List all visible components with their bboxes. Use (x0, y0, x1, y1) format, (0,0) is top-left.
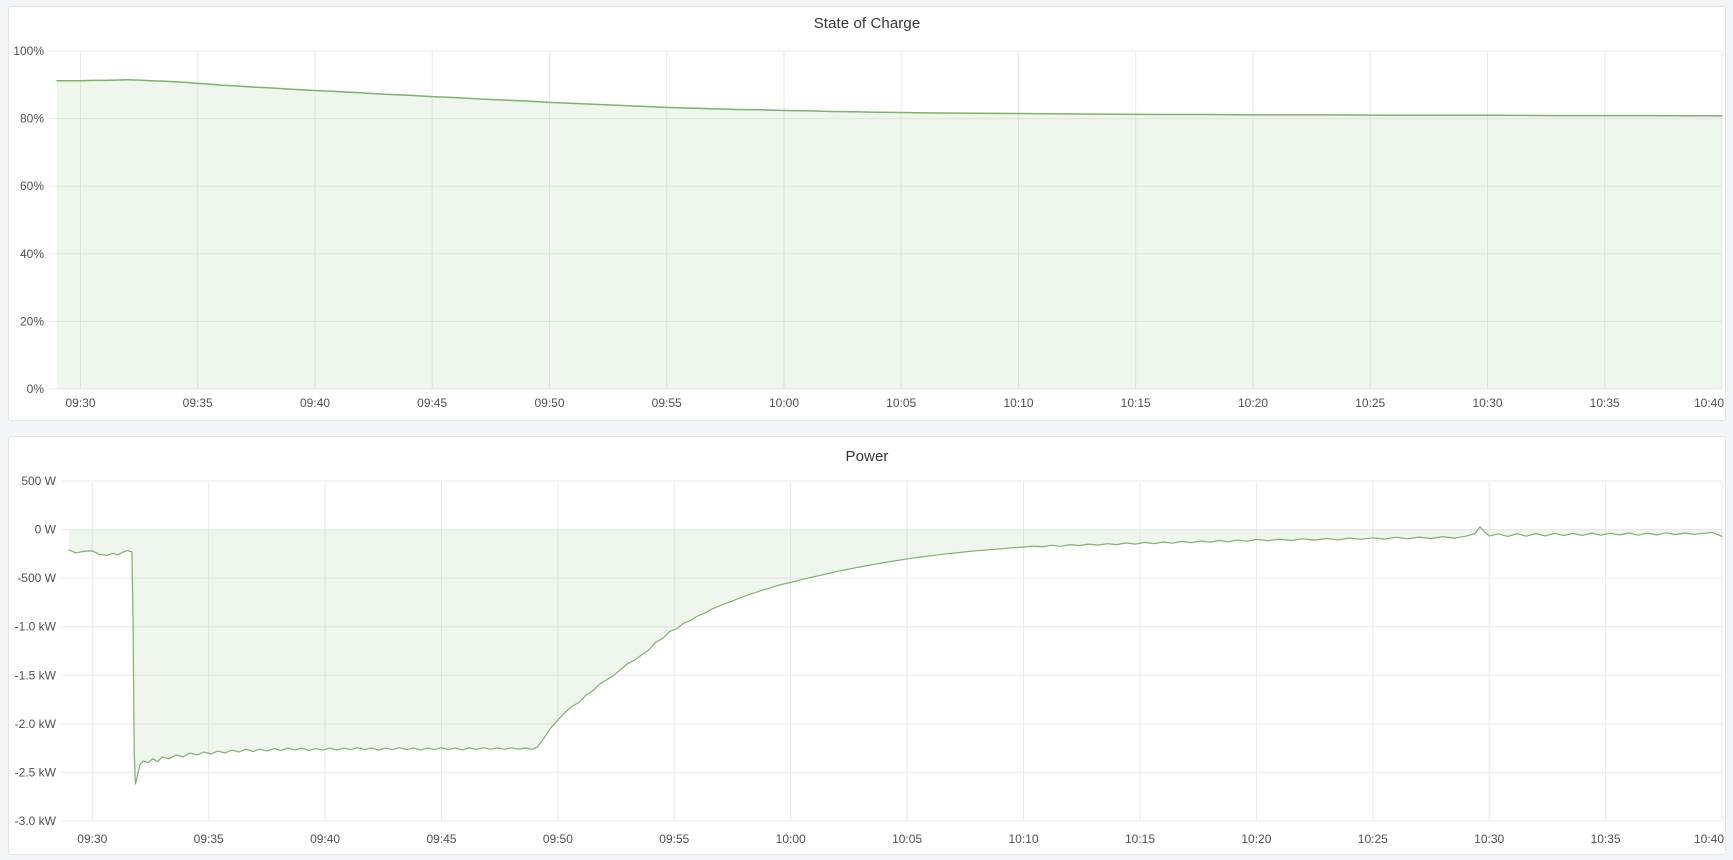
svg-text:10:20: 10:20 (1238, 396, 1268, 410)
svg-text:10:30: 10:30 (1472, 396, 1502, 410)
svg-text:09:30: 09:30 (77, 832, 107, 846)
svg-text:0 W: 0 W (35, 523, 57, 537)
svg-text:-2.5 kW: -2.5 kW (15, 765, 57, 779)
svg-text:10:15: 10:15 (1125, 832, 1155, 846)
svg-text:09:55: 09:55 (652, 396, 682, 410)
svg-text:-500 W: -500 W (17, 571, 56, 585)
svg-text:500 W: 500 W (21, 474, 56, 488)
svg-text:10:00: 10:00 (776, 832, 806, 846)
panel-state-of-charge: State of Charge 0% 20% 40% 60% 80% 100% 09:30 0… (8, 6, 1726, 421)
svg-text:09:40: 09:40 (300, 396, 330, 410)
svg-text:09:35: 09:35 (194, 832, 224, 846)
svg-text:10:05: 10:05 (886, 396, 916, 410)
svg-text:09:45: 09:45 (426, 832, 456, 846)
svg-text:-1.5 kW: -1.5 kW (15, 668, 57, 682)
svg-text:10:40: 10:40 (1694, 396, 1724, 410)
svg-text:10:20: 10:20 (1241, 832, 1271, 846)
svg-text:10:00: 10:00 (769, 396, 799, 410)
svg-text:10:25: 10:25 (1355, 396, 1385, 410)
svg-text:09:50: 09:50 (534, 396, 564, 410)
svg-text:10:35: 10:35 (1590, 396, 1620, 410)
svg-text:10:15: 10:15 (1121, 396, 1151, 410)
svg-text:09:30: 09:30 (65, 396, 95, 410)
svg-text:10:05: 10:05 (892, 832, 922, 846)
svg-text:0%: 0% (27, 382, 45, 396)
state-of-charge-chart[interactable]: 0% 20% 40% 60% 80% 100% 09:30 09:35 09:40 09:45 09… (9, 7, 1725, 420)
svg-text:10:30: 10:30 (1474, 832, 1504, 846)
svg-text:-3.0 kW: -3.0 kW (15, 814, 57, 828)
svg-text:10:40: 10:40 (1694, 832, 1724, 846)
svg-text:-2.0 kW: -2.0 kW (15, 717, 57, 731)
svg-text:-1.0 kW: -1.0 kW (15, 620, 57, 634)
svg-text:100%: 100% (13, 44, 44, 58)
svg-text:80%: 80% (20, 112, 44, 126)
svg-text:09:40: 09:40 (310, 832, 340, 846)
svg-text:10:25: 10:25 (1358, 832, 1388, 846)
svg-text:40%: 40% (20, 247, 44, 261)
power-chart[interactable]: 500 W 0 W -500 W -1.0 kW -1.5 kW -2.0 kW -2.5 … (9, 437, 1725, 854)
svg-text:09:45: 09:45 (417, 396, 447, 410)
svg-text:09:55: 09:55 (659, 832, 689, 846)
svg-text:10:10: 10:10 (1008, 832, 1038, 846)
svg-text:10:35: 10:35 (1591, 832, 1621, 846)
svg-text:09:35: 09:35 (183, 396, 213, 410)
svg-text:09:50: 09:50 (543, 832, 573, 846)
svg-text:20%: 20% (20, 314, 44, 328)
svg-text:10:10: 10:10 (1003, 396, 1033, 410)
svg-text:60%: 60% (20, 179, 44, 193)
